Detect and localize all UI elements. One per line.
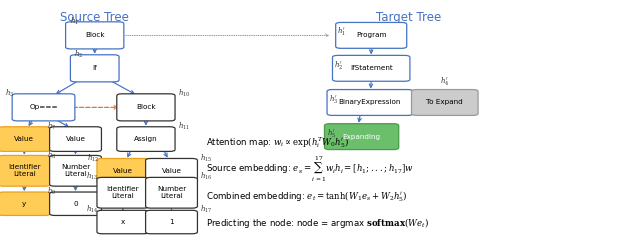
Text: Block: Block	[85, 32, 104, 38]
Text: $h_1$: $h_1$	[70, 16, 79, 27]
Text: $h_4'$: $h_4'$	[440, 76, 449, 88]
Text: Value: Value	[65, 136, 86, 142]
Text: IfStatement: IfStatement	[350, 65, 392, 71]
FancyBboxPatch shape	[65, 22, 124, 49]
Text: Source Tree: Source Tree	[60, 11, 129, 24]
Text: Value: Value	[113, 168, 133, 174]
FancyBboxPatch shape	[146, 210, 197, 234]
Text: $h_9$: $h_9$	[47, 186, 57, 197]
FancyBboxPatch shape	[335, 22, 407, 48]
Text: $h_3'$: $h_3'$	[330, 93, 339, 105]
Text: Op===: Op===	[29, 104, 58, 110]
Text: $h_3$: $h_3$	[5, 88, 14, 99]
FancyBboxPatch shape	[50, 127, 101, 151]
Text: 1: 1	[169, 219, 174, 225]
FancyBboxPatch shape	[70, 55, 119, 82]
FancyBboxPatch shape	[327, 90, 413, 115]
FancyBboxPatch shape	[116, 94, 175, 121]
Text: Expanding: Expanding	[342, 134, 381, 140]
FancyBboxPatch shape	[412, 90, 478, 115]
Text: Source embedding: $e_s = \sum_{i=1}^{17} w_i h_i = [h_1; ...; h_{17}]w$: Source embedding: $e_s = \sum_{i=1}^{17}…	[206, 155, 414, 184]
Text: $h_5'$: $h_5'$	[327, 127, 336, 139]
FancyBboxPatch shape	[0, 192, 51, 215]
Text: Identifier
Literal: Identifier Literal	[8, 164, 40, 177]
FancyBboxPatch shape	[50, 155, 101, 186]
Text: BinaryExpression: BinaryExpression	[339, 100, 401, 105]
FancyBboxPatch shape	[0, 127, 51, 151]
Text: $h_{11}$: $h_{11}$	[178, 121, 189, 132]
Text: y: y	[22, 201, 26, 207]
Text: Assign: Assign	[134, 136, 157, 142]
Text: $h_8$: $h_8$	[47, 149, 57, 161]
Text: Combined embedding: $e_t = \tanh(W_1 e_s + W_2 h_5^{\prime})$: Combined embedding: $e_t = \tanh(W_1 e_s…	[206, 189, 408, 204]
Text: Program: Program	[356, 32, 387, 38]
Text: Value: Value	[161, 168, 182, 174]
Text: Predicting the node: node = argmax $\mathbf{softmax}(We_t)$: Predicting the node: node = argmax $\mat…	[206, 216, 429, 230]
Text: $h_1'$: $h_1'$	[337, 26, 346, 38]
FancyBboxPatch shape	[97, 177, 148, 208]
FancyBboxPatch shape	[116, 127, 175, 151]
FancyBboxPatch shape	[324, 124, 399, 150]
Text: $h_{14}$: $h_{14}$	[86, 204, 99, 215]
Text: Identifier
Literal: Identifier Literal	[107, 186, 139, 199]
Text: Target Tree: Target Tree	[376, 11, 441, 24]
Text: $h_{16}$: $h_{16}$	[200, 171, 212, 183]
Text: $h_2'$: $h_2'$	[333, 59, 343, 71]
Text: $h_{17}$: $h_{17}$	[200, 204, 212, 215]
Text: $h_{15}$: $h_{15}$	[200, 152, 212, 163]
Text: $h_{10}$: $h_{10}$	[178, 88, 190, 99]
FancyBboxPatch shape	[97, 210, 148, 234]
Text: $h_2$: $h_2$	[74, 49, 83, 60]
Text: 0: 0	[73, 201, 78, 207]
FancyBboxPatch shape	[97, 159, 148, 183]
Text: Number
Literal: Number Literal	[157, 186, 186, 199]
Text: $h_{13}$: $h_{13}$	[86, 171, 99, 183]
Text: Block: Block	[136, 104, 156, 110]
Text: $h_{12}$: $h_{12}$	[86, 152, 99, 163]
Text: Value: Value	[14, 136, 35, 142]
Text: Number
Literal: Number Literal	[61, 164, 90, 177]
Text: $h_7$: $h_7$	[47, 121, 57, 132]
FancyBboxPatch shape	[50, 192, 101, 215]
Text: If: If	[92, 65, 97, 71]
FancyBboxPatch shape	[146, 159, 197, 183]
FancyBboxPatch shape	[0, 155, 51, 186]
Text: To Expand: To Expand	[426, 100, 463, 105]
Text: Attention map: $w_i \propto \exp(h_i^T W_0 h_5^{\prime})$: Attention map: $w_i \propto \exp(h_i^T W…	[206, 135, 349, 150]
FancyBboxPatch shape	[146, 177, 197, 208]
FancyBboxPatch shape	[12, 94, 75, 121]
FancyBboxPatch shape	[333, 55, 410, 81]
Text: x: x	[121, 219, 125, 225]
